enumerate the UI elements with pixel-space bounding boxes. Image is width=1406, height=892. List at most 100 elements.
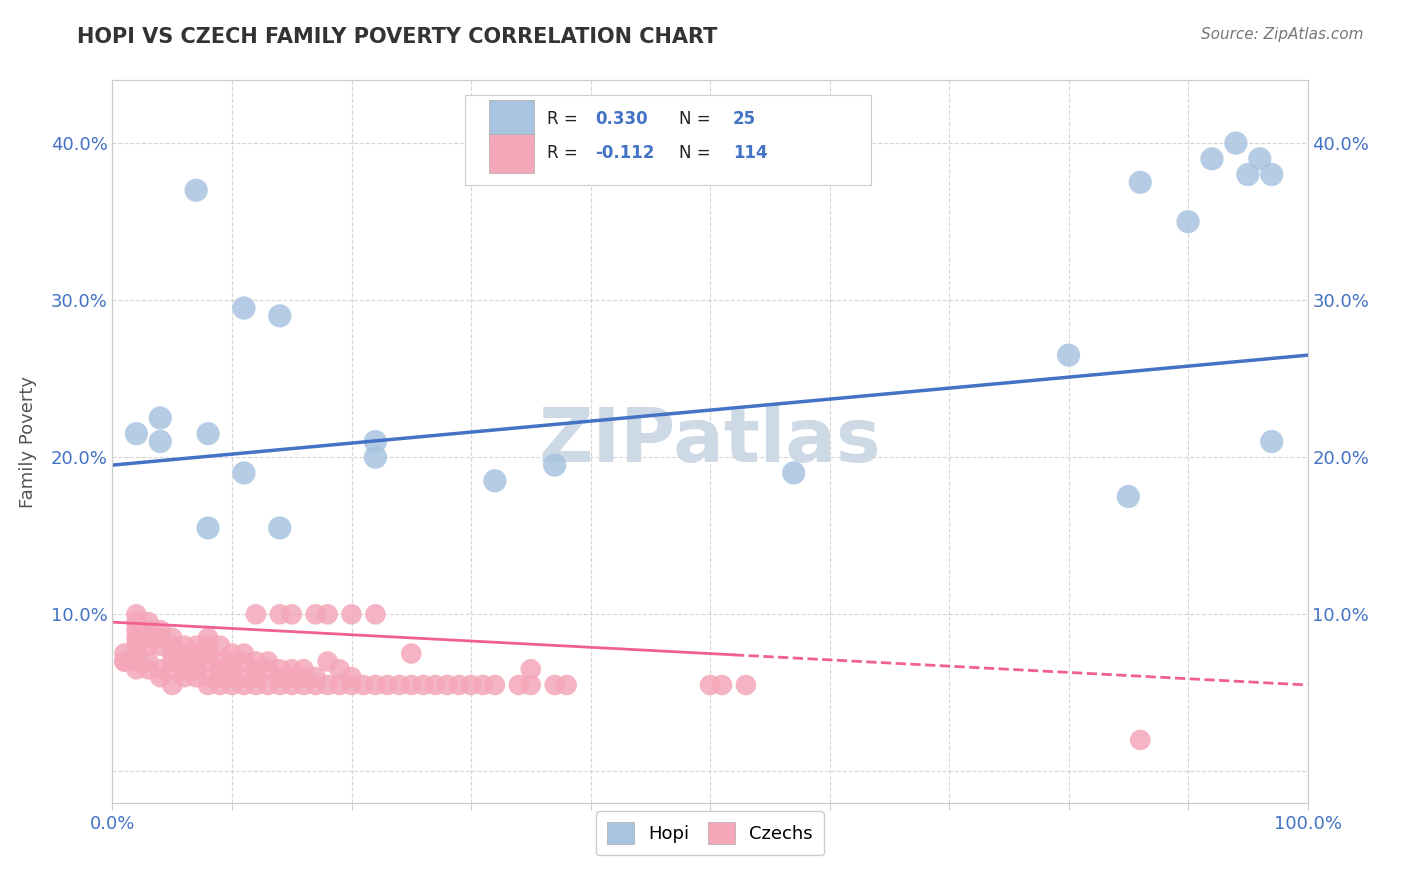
FancyBboxPatch shape [489,100,534,139]
Text: R =: R = [547,111,583,128]
Point [484,474,506,488]
Point [388,678,411,692]
Point [340,607,363,622]
Point [1177,214,1199,228]
Point [221,647,243,661]
Point [245,655,267,669]
Point [125,655,148,669]
Point [149,662,172,676]
Point [197,521,219,535]
FancyBboxPatch shape [489,134,534,173]
Point [233,655,256,669]
Legend: Hopi, Czechs: Hopi, Czechs [596,812,824,855]
Point [340,678,363,692]
Point [555,678,578,692]
Point [186,662,208,676]
Point [1129,733,1152,747]
Point [186,655,208,669]
Point [508,678,530,692]
Point [257,678,280,692]
Point [543,678,565,692]
Point [221,678,243,692]
Point [269,678,291,692]
Point [364,434,387,449]
Point [197,670,219,684]
Point [316,655,339,669]
Text: N =: N = [679,111,716,128]
Point [162,662,183,676]
Point [364,450,387,465]
Point [233,678,256,692]
Point [114,655,135,669]
Point [269,607,291,622]
Point [197,631,219,645]
Point [425,678,447,692]
Point [316,607,339,622]
Point [257,662,280,676]
Point [125,655,148,669]
Point [186,647,208,661]
Point [125,662,148,676]
Point [138,662,160,676]
Text: HOPI VS CZECH FAMILY POVERTY CORRELATION CHART: HOPI VS CZECH FAMILY POVERTY CORRELATION… [77,27,717,46]
Text: Source: ZipAtlas.com: Source: ZipAtlas.com [1201,27,1364,42]
Point [197,426,219,441]
Point [173,670,195,684]
Point [162,647,183,661]
Point [245,607,267,622]
Point [484,678,506,692]
Point [221,670,243,684]
Point [735,678,758,692]
Point [245,678,267,692]
Point [221,655,243,669]
Point [1118,490,1140,504]
Point [138,639,160,653]
Point [197,655,219,669]
Text: 25: 25 [733,111,756,128]
Point [436,678,458,692]
Y-axis label: Family Poverty: Family Poverty [18,376,37,508]
Point [292,678,315,692]
Point [316,678,339,692]
Point [245,662,267,676]
Point [186,183,208,197]
Point [520,662,543,676]
Point [149,434,172,449]
Point [329,662,352,676]
Point [197,639,219,653]
Point [162,631,183,645]
Point [364,607,387,622]
Point [186,670,208,684]
Point [269,662,291,676]
Text: R =: R = [547,145,583,162]
Point [305,607,328,622]
Point [1225,136,1247,150]
Text: 114: 114 [733,145,768,162]
Point [125,639,148,653]
Point [209,662,232,676]
Point [520,678,543,692]
Point [782,466,804,480]
Point [543,458,565,472]
Point [197,647,219,661]
Point [149,631,172,645]
FancyBboxPatch shape [465,95,872,185]
Point [281,607,304,622]
Point [1237,168,1260,182]
Point [162,639,183,653]
Point [269,309,291,323]
Point [340,670,363,684]
Point [1057,348,1080,362]
Point [125,607,148,622]
Point [125,615,148,630]
Point [447,678,470,692]
Point [233,301,256,315]
Point [173,639,195,653]
Point [401,678,423,692]
Point [472,678,495,692]
Point [460,678,482,692]
Point [125,647,148,661]
Point [233,670,256,684]
Point [281,670,304,684]
Point [1129,175,1152,189]
